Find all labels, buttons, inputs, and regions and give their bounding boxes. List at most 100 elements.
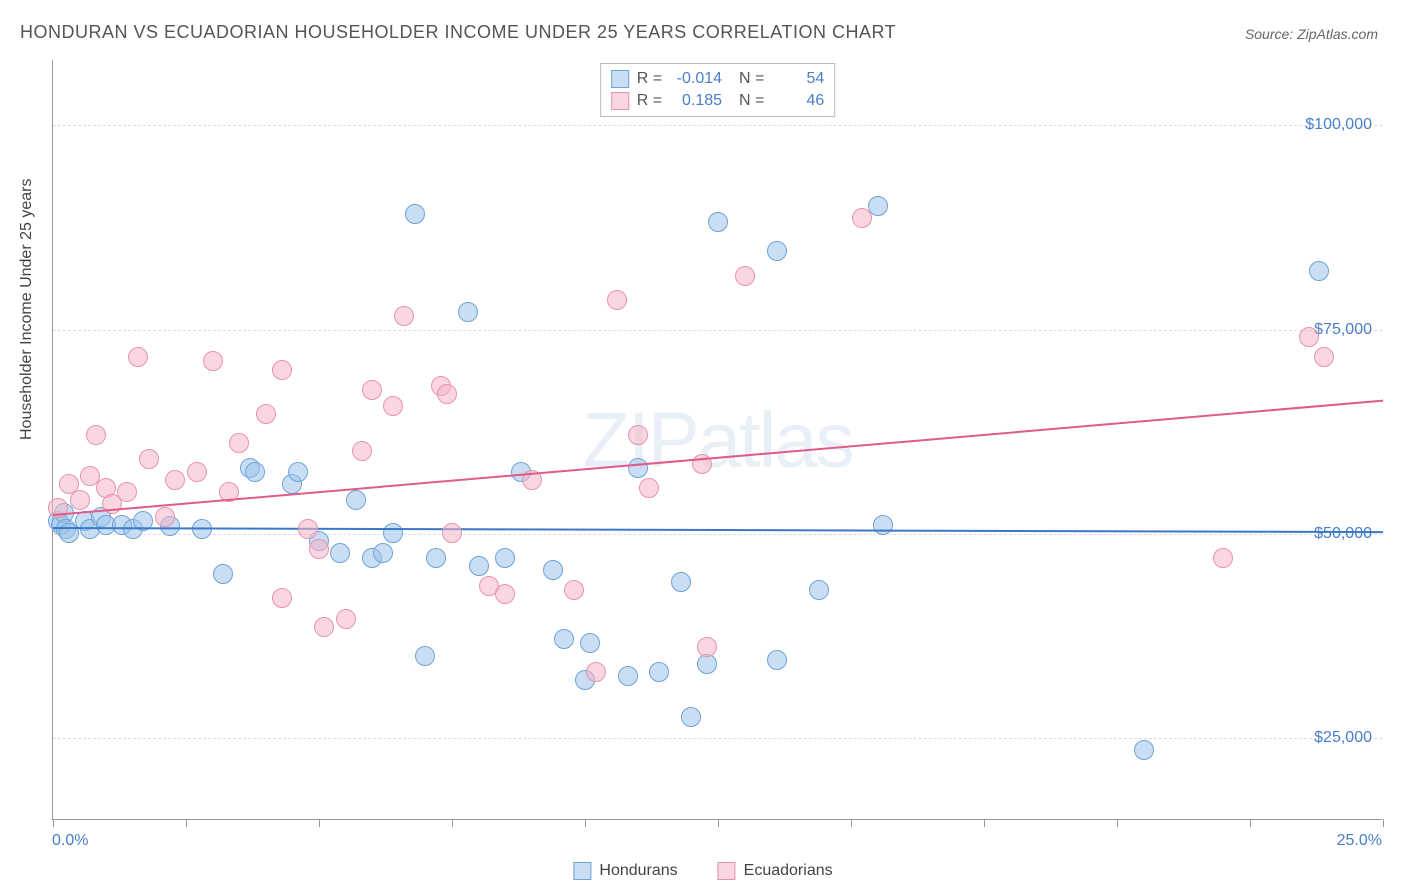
- n-label: N =: [730, 92, 764, 110]
- scatter-point-honduran: [554, 629, 574, 649]
- x-tick: [319, 819, 320, 827]
- scatter-point-ecuadorian: [272, 360, 292, 380]
- scatter-point-ecuadorian: [70, 490, 90, 510]
- swatch-pink: [718, 862, 736, 880]
- scatter-point-ecuadorian: [187, 462, 207, 482]
- y-tick-label: $100,000: [1305, 116, 1372, 134]
- scatter-point-honduran: [767, 650, 787, 670]
- scatter-point-honduran: [681, 707, 701, 727]
- scatter-point-ecuadorian: [564, 580, 584, 600]
- scatter-point-honduran: [373, 543, 393, 563]
- n-label: N =: [730, 70, 764, 88]
- x-tick: [984, 819, 985, 827]
- x-tick: [186, 819, 187, 827]
- r-label: R =: [637, 92, 662, 110]
- stats-row-ecuadorians: R = 0.185 N = 46: [611, 90, 825, 112]
- swatch-blue: [573, 862, 591, 880]
- scatter-point-ecuadorian: [437, 384, 457, 404]
- legend-label-hondurans: Hondurans: [599, 862, 677, 880]
- scatter-point-honduran: [346, 490, 366, 510]
- scatter-point-ecuadorian: [586, 662, 606, 682]
- scatter-point-ecuadorian: [639, 478, 659, 498]
- scatter-point-honduran: [426, 548, 446, 568]
- scatter-point-ecuadorian: [1314, 347, 1334, 367]
- r-value-ecuadorians: 0.185: [670, 92, 722, 110]
- scatter-point-ecuadorian: [314, 617, 334, 637]
- scatter-point-honduran: [383, 523, 403, 543]
- scatter-point-ecuadorian: [383, 396, 403, 416]
- scatter-point-honduran: [330, 543, 350, 563]
- chart-title: HONDURAN VS ECUADORIAN HOUSEHOLDER INCOM…: [20, 22, 896, 43]
- scatter-point-ecuadorian: [165, 470, 185, 490]
- y-tick-label: $75,000: [1314, 321, 1372, 339]
- scatter-point-honduran: [469, 556, 489, 576]
- legend-bottom: Hondurans Ecuadorians: [573, 862, 832, 880]
- scatter-point-honduran: [873, 515, 893, 535]
- scatter-point-ecuadorian: [735, 266, 755, 286]
- scatter-point-ecuadorian: [336, 609, 356, 629]
- watermark: ZIPatlas: [582, 394, 852, 485]
- scatter-point-honduran: [405, 204, 425, 224]
- scatter-point-ecuadorian: [117, 482, 137, 502]
- n-value-hondurans: 54: [772, 70, 824, 88]
- plot-area: ZIPatlas R = -0.014 N = 54 R = 0.185 N =…: [52, 60, 1382, 820]
- trendline-honduran: [53, 527, 1383, 533]
- r-label: R =: [637, 70, 662, 88]
- stats-row-hondurans: R = -0.014 N = 54: [611, 68, 825, 90]
- x-tick: [718, 819, 719, 827]
- x-tick: [851, 819, 852, 827]
- gridline: [53, 738, 1382, 739]
- scatter-point-ecuadorian: [86, 425, 106, 445]
- scatter-point-ecuadorian: [442, 523, 462, 543]
- scatter-point-honduran: [580, 633, 600, 653]
- scatter-point-honduran: [213, 564, 233, 584]
- source-attribution: Source: ZipAtlas.com: [1245, 26, 1378, 42]
- swatch-blue: [611, 70, 629, 88]
- scatter-point-ecuadorian: [139, 449, 159, 469]
- scatter-point-honduran: [1309, 261, 1329, 281]
- stats-legend-box: R = -0.014 N = 54 R = 0.185 N = 46: [600, 63, 836, 117]
- scatter-point-honduran: [1134, 740, 1154, 760]
- scatter-point-ecuadorian: [697, 637, 717, 657]
- scatter-point-ecuadorian: [256, 404, 276, 424]
- x-tick: [53, 819, 54, 827]
- x-tick: [1383, 819, 1384, 827]
- scatter-point-honduran: [415, 646, 435, 666]
- scatter-point-honduran: [288, 462, 308, 482]
- scatter-point-ecuadorian: [272, 588, 292, 608]
- scatter-point-honduran: [458, 302, 478, 322]
- scatter-point-ecuadorian: [1213, 548, 1233, 568]
- x-tick: [452, 819, 453, 827]
- x-axis-min-label: 0.0%: [52, 832, 88, 850]
- scatter-point-ecuadorian: [128, 347, 148, 367]
- y-tick-label: $25,000: [1314, 729, 1372, 747]
- gridline: [53, 125, 1382, 126]
- scatter-point-ecuadorian: [495, 584, 515, 604]
- scatter-point-honduran: [708, 212, 728, 232]
- x-axis-max-label: 25.0%: [1337, 832, 1382, 850]
- scatter-point-honduran: [618, 666, 638, 686]
- scatter-point-ecuadorian: [298, 519, 318, 539]
- scatter-point-ecuadorian: [352, 441, 372, 461]
- scatter-point-honduran: [649, 662, 669, 682]
- gridline: [53, 330, 1382, 331]
- scatter-point-ecuadorian: [607, 290, 627, 310]
- scatter-point-ecuadorian: [1299, 327, 1319, 347]
- n-value-ecuadorians: 46: [772, 92, 824, 110]
- scatter-point-ecuadorian: [852, 208, 872, 228]
- x-tick: [1117, 819, 1118, 827]
- scatter-point-honduran: [628, 458, 648, 478]
- x-tick: [1250, 819, 1251, 827]
- scatter-point-honduran: [543, 560, 563, 580]
- legend-item-hondurans: Hondurans: [573, 862, 677, 880]
- scatter-point-honduran: [495, 548, 515, 568]
- scatter-point-ecuadorian: [362, 380, 382, 400]
- x-tick: [585, 819, 586, 827]
- gridline: [53, 534, 1382, 535]
- y-axis-title: Householder Income Under 25 years: [18, 179, 36, 440]
- scatter-point-ecuadorian: [394, 306, 414, 326]
- legend-label-ecuadorians: Ecuadorians: [744, 862, 833, 880]
- scatter-point-ecuadorian: [203, 351, 223, 371]
- scatter-point-ecuadorian: [155, 507, 175, 527]
- y-tick-label: $50,000: [1314, 525, 1372, 543]
